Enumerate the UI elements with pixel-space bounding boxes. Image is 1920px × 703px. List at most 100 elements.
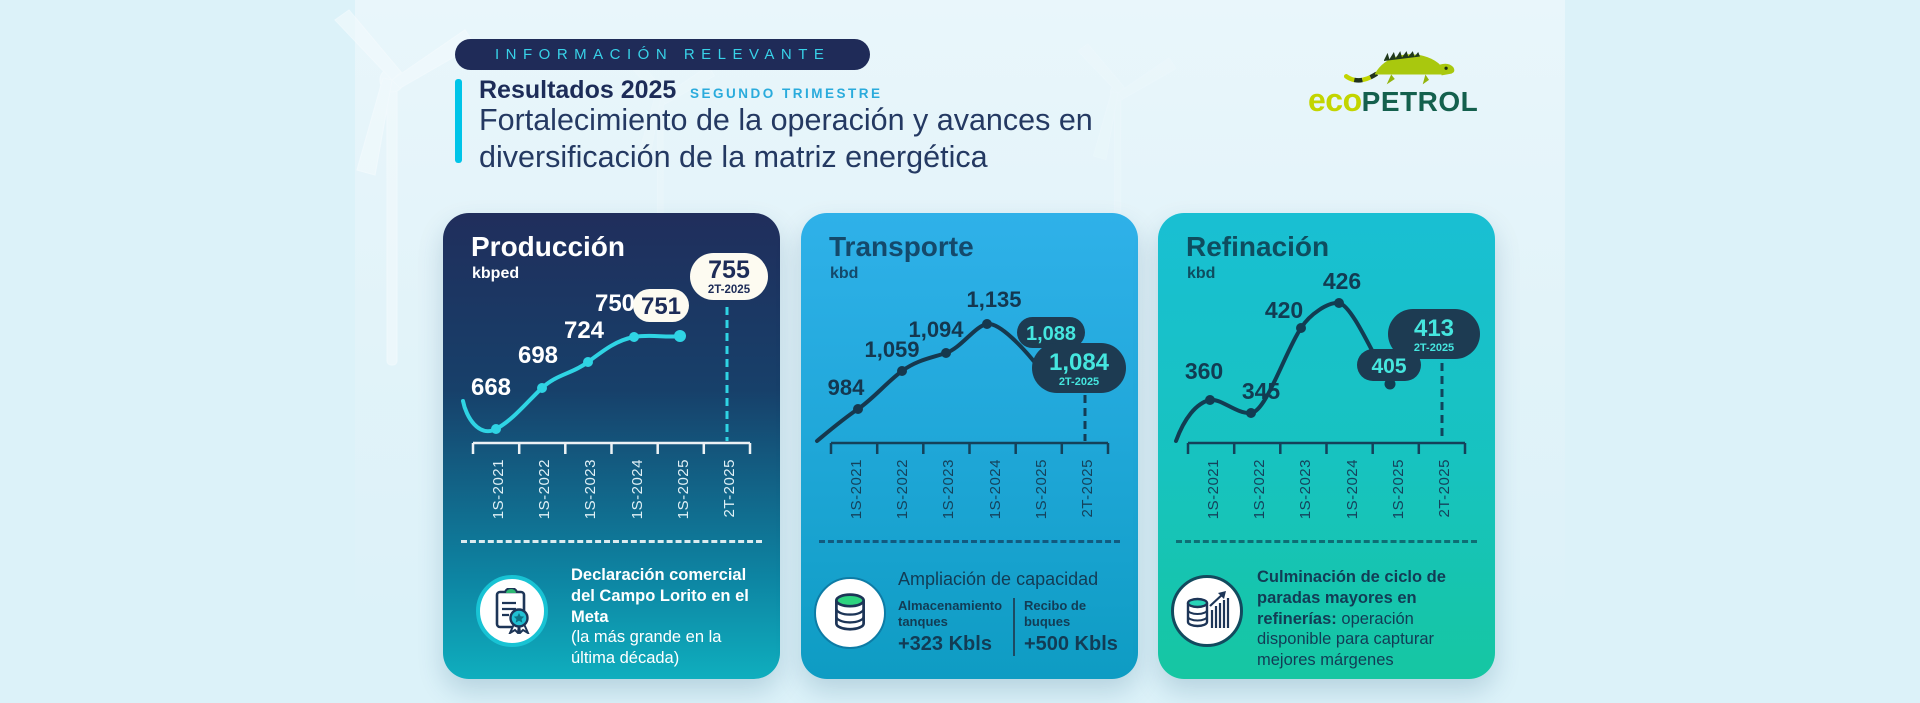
data-point — [1246, 408, 1256, 418]
data-point — [1205, 395, 1215, 405]
column-value: +323 Kbls — [898, 633, 992, 656]
quarter-value-pill: 755 2T-2025 — [690, 253, 768, 300]
point-label: 1,094 — [908, 317, 964, 342]
x-axis-label: 2T-2025 — [721, 459, 738, 518]
refining-line-chart: 360 345 420 426 405 413 2T-2025 1S-2021 … — [1174, 268, 1480, 519]
svg-text:413: 413 — [1414, 315, 1454, 342]
point-label: 984 — [828, 375, 865, 400]
card-unit: kbd — [830, 265, 859, 282]
footer-heading: Ampliación de capacidad — [898, 569, 1099, 589]
column-label: Recibo de buques — [1023, 598, 1087, 629]
svg-text:755: 755 — [708, 256, 750, 284]
transport-card: Transporte kbd 984 1,059 1,094 1,135 1,0… — [801, 213, 1138, 679]
point-label: 750 — [595, 290, 635, 317]
x-axis-label: 1S-2025 — [675, 459, 692, 519]
footer-text: Declaración comercial del Campo Lorito e… — [571, 565, 767, 669]
card-unit: kbped — [472, 265, 520, 282]
footer-icon-circle — [476, 575, 548, 647]
x-axis-label: 1S-2021 — [1205, 459, 1222, 519]
data-point — [537, 383, 547, 393]
logo-text-eco: eco — [1308, 82, 1362, 118]
data-point — [982, 319, 992, 329]
svg-text:751: 751 — [641, 293, 681, 320]
point-label: 360 — [1185, 358, 1223, 384]
x-axis-label: 1S-2021 — [490, 459, 507, 519]
svg-text:1,084: 1,084 — [1049, 349, 1110, 376]
point-label: 345 — [1242, 378, 1281, 404]
column-value: +500 Kbls — [1023, 633, 1118, 656]
data-point — [674, 330, 686, 342]
svg-text:1,088: 1,088 — [1026, 323, 1076, 345]
point-label: 724 — [564, 317, 605, 344]
point-label: 698 — [518, 342, 558, 369]
footer-icon-circle — [1171, 575, 1243, 647]
card-divider — [819, 540, 1120, 543]
x-axis-label: 1S-2023 — [940, 459, 957, 519]
footer-text: Culminación de ciclo de paradas mayores … — [1257, 567, 1479, 671]
quarter-value-pill: 1,084 2T-2025 — [1032, 343, 1126, 393]
data-point — [1384, 378, 1396, 390]
point-label: 1,135 — [966, 287, 1021, 312]
footer-bold-text: Culminación de ciclo de paradas mayores … — [1257, 568, 1446, 628]
svg-text:2T-2025: 2T-2025 — [708, 284, 751, 296]
x-axis-label: 2T-2025 — [1436, 459, 1453, 518]
footer-columns: Almacenamiento tanques +323 Kbls Recibo … — [898, 598, 1130, 657]
storage-barrel-icon — [835, 593, 865, 631]
data-point — [897, 366, 907, 376]
production-line-chart: 668 698 724 750 751 755 2T-2025 1S-2021 … — [461, 253, 768, 519]
point-label: 1,059 — [864, 337, 919, 362]
data-point — [853, 404, 863, 414]
point-label: 426 — [1323, 268, 1361, 294]
x-axis-label: 1S-2022 — [1251, 459, 1268, 519]
x-axis-label: 1S-2024 — [987, 459, 1004, 519]
quarter-label: SEGUNDO TRIMESTRE — [690, 86, 883, 101]
page-title-line1: Fortalecimiento de la operación y avance… — [479, 103, 1093, 137]
current-value-pill: 1,088 — [1017, 317, 1085, 348]
quarter-value-pill: 413 2T-2025 — [1388, 309, 1480, 359]
x-axis-label: 1S-2023 — [582, 459, 599, 519]
x-axis-label: 1S-2023 — [1297, 459, 1314, 519]
wind-turbine-icon — [334, 9, 476, 366]
footer-bold-text: Declaración comercial del Campo Lorito e… — [571, 566, 749, 626]
production-card: Producción kbped 668 698 724 750 751 755… — [443, 213, 780, 679]
data-point — [583, 357, 593, 367]
card-title: Producción — [471, 231, 626, 262]
ships-column: Recibo de buques +500 Kbls — [1024, 598, 1130, 656]
barrel-growth-icon — [1186, 591, 1230, 628]
data-point — [629, 332, 639, 342]
ecopetrol-logo: eco PETROL — [1308, 34, 1518, 118]
svg-text:405: 405 — [1371, 355, 1406, 378]
page-title-line2: diversificación de la matriz energética — [479, 139, 988, 174]
footer-regular-text: operación disponible para capturar mejor… — [1257, 609, 1435, 670]
data-point — [941, 348, 951, 358]
card-title: Transporte — [829, 231, 974, 262]
svg-text:2T-2025: 2T-2025 — [1059, 376, 1099, 388]
info-banner-label: INFORMACIÓN RELEVANTE — [495, 46, 831, 63]
x-axis-label: 1S-2024 — [1344, 459, 1361, 519]
iguana-icon — [1343, 51, 1455, 85]
data-point — [1334, 298, 1344, 308]
x-axis-label: 2T-2025 — [1079, 459, 1096, 518]
wind-turbine-icon — [1077, 43, 1177, 286]
results-label: Resultados 2025 — [479, 76, 677, 104]
card-divider — [1176, 540, 1477, 543]
x-axis-label: 1S-2025 — [1033, 459, 1050, 519]
x-axis — [471, 441, 752, 454]
data-point — [1296, 323, 1306, 333]
info-banner: INFORMACIÓN RELEVANTE — [455, 39, 871, 70]
footer-icon-circle — [814, 577, 886, 649]
column-label: Almacenamiento tanques — [898, 598, 1003, 629]
transport-line-chart: 984 1,059 1,094 1,135 1,088 1,084 2T-202… — [815, 287, 1126, 519]
x-axis — [829, 441, 1110, 454]
card-divider — [461, 540, 762, 543]
page-title: Fortalecimiento de la operación y avance… — [479, 102, 1093, 175]
refining-card: Refinación kbd 360 345 420 426 405 413 2… — [1158, 213, 1495, 679]
x-axis-label: 1S-2024 — [629, 459, 646, 519]
current-value-pill: 751 — [633, 289, 689, 322]
x-axis-label: 1S-2025 — [1390, 459, 1407, 519]
point-label: 668 — [471, 374, 511, 401]
data-point — [491, 424, 501, 434]
certificate-seal-icon — [495, 588, 530, 634]
card-title: Refinación — [1186, 231, 1330, 262]
